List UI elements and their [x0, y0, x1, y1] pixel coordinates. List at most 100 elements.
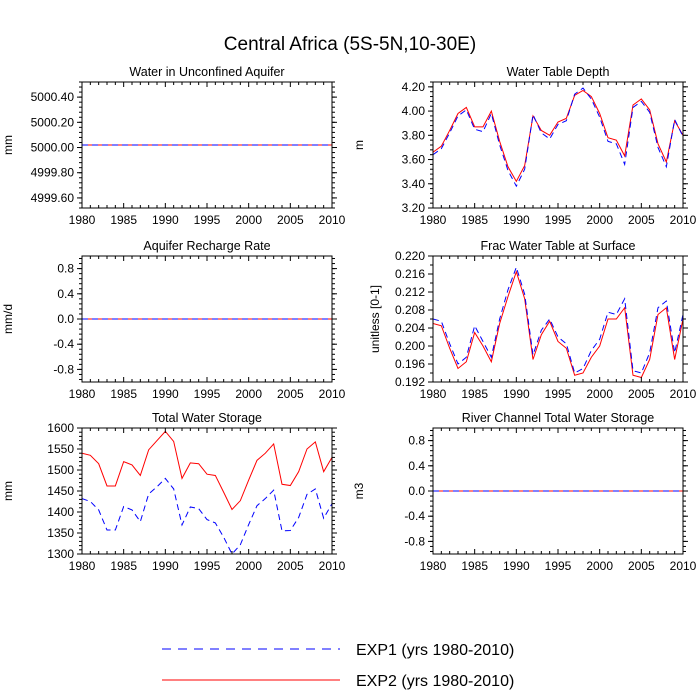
- panel-3: Aquifer Recharge Rate 1980 1985 1990 1995 200…: [1, 239, 346, 401]
- legend-label-exp1: EXP1 (yrs 1980-2010): [356, 642, 514, 659]
- panel-3-ytick-label: -0.8: [53, 362, 74, 376]
- panel-5-series-exp1-yrs-1980-2010: [82, 477, 332, 554]
- panel-1-xtick-label: 1980: [69, 213, 96, 227]
- panel-6-title: River Channel Total Water Storage: [462, 411, 655, 425]
- panel-5-xtick-label: 2000: [235, 559, 262, 573]
- panel-2-xtick-label: 2010: [670, 213, 697, 227]
- panel-4-xtick-label: 1985: [461, 387, 488, 401]
- panel-4-ytick-label: 0.192: [395, 375, 425, 389]
- panels: Water in Unconfined Aquifer 1980 1985 1990 1…: [1, 65, 697, 573]
- panel-5-xtick-label: 2010: [319, 559, 346, 573]
- panel-3-xtick-label: 1980: [69, 387, 96, 401]
- panel-4-title: Frac Water Table at Surface: [481, 239, 636, 253]
- legend-label-exp2: EXP2 (yrs 1980-2010): [356, 673, 514, 690]
- panel-6: River Channel Total Water Storage 1980 198…: [352, 411, 697, 573]
- figure-title: Central Africa (5S-5N,10-30E): [224, 34, 476, 55]
- legend-item-exp2: EXP2 (yrs 1980-2010): [162, 673, 514, 690]
- panel-5-ytick-label: 1400: [47, 505, 74, 519]
- panel-4-xtick-label: 1995: [545, 387, 572, 401]
- panel-1-xtick-label: 2005: [277, 213, 304, 227]
- panel-2-ytick-label: 3.20: [402, 201, 426, 215]
- panel-1-xtick-label: 1985: [110, 213, 137, 227]
- panel-4-series-exp1-yrs-1980-2010: [433, 265, 683, 374]
- panel-1-xtick-label: 1995: [194, 213, 221, 227]
- panel-6-xtick-label: 1980: [420, 559, 447, 573]
- panel-5-ytick-label: 1600: [47, 421, 74, 435]
- panel-2-ytick-label: 3.80: [402, 128, 426, 142]
- panel-2-xtick-label: 1990: [503, 213, 530, 227]
- panel-1-title: Water in Unconfined Aquifer: [129, 65, 284, 79]
- panel-1-ytick-label: 5000.40: [31, 90, 75, 104]
- panel-2-xtick-label: 1995: [545, 213, 572, 227]
- panel-6-xtick-label: 1990: [503, 559, 530, 573]
- panel-3-xtick-label: 1990: [152, 387, 179, 401]
- panel-2-series-exp2-yrs-1980-2010: [433, 89, 683, 183]
- panel-4-xtick-label: 2000: [586, 387, 613, 401]
- panel-3-xtick-label: 2010: [319, 387, 346, 401]
- panel-3-xtick-label: 1995: [194, 387, 221, 401]
- panel-6-xtick-label: 2010: [670, 559, 697, 573]
- panel-5-ytick-label: 1500: [47, 463, 74, 477]
- panel-4-xtick-label: 1980: [420, 387, 447, 401]
- panel-3-xtick-label: 1985: [110, 387, 137, 401]
- panel-6-ytick-label: 0.8: [408, 434, 425, 448]
- panel-1-xtick-label: 1990: [152, 213, 179, 227]
- panel-5-ylabel: mm: [1, 481, 15, 501]
- panel-4: Frac Water Table at Surface 1980 1985 1990 1…: [368, 239, 697, 401]
- panel-1: Water in Unconfined Aquifer 1980 1985 1990 1…: [1, 65, 346, 227]
- panel-4-ytick-label: 0.212: [395, 285, 425, 299]
- panel-3-xtick-label: 2000: [235, 387, 262, 401]
- panel-5-ytick-label: 1550: [47, 442, 74, 456]
- panel-2-xtick-label: 1985: [461, 213, 488, 227]
- panel-3-ylabel: mm/d: [1, 304, 15, 334]
- panel-4-frame: [432, 255, 684, 383]
- panel-2-frame: [432, 81, 684, 209]
- panel-2-title: Water Table Depth: [507, 65, 610, 79]
- panel-5: Total Water Storage 1980 1985 1990 1995 2000 2…: [1, 411, 346, 573]
- panel-6-xtick-label: 1985: [461, 559, 488, 573]
- panel-1-ytick-label: 4999.80: [31, 166, 75, 180]
- panel-6-xtick-label: 2005: [628, 559, 655, 573]
- panel-1-ytick-label: 4999.60: [31, 191, 75, 205]
- panel-4-ytick-label: 0.208: [395, 303, 425, 317]
- panel-3-xtick-label: 2005: [277, 387, 304, 401]
- panel-2-ytick-label: 4.00: [402, 104, 426, 118]
- panel-5-xtick-label: 1990: [152, 559, 179, 573]
- panel-6-ytick-label: -0.8: [404, 534, 425, 548]
- panel-6-ytick-label: -0.4: [404, 509, 425, 523]
- legend: EXP1 (yrs 1980-2010) EXP2 (yrs 1980-2010…: [162, 642, 514, 690]
- panel-5-xtick-label: 1980: [69, 559, 96, 573]
- panel-4-ytick-label: 0.216: [395, 267, 425, 281]
- panel-5-xtick-label: 1995: [194, 559, 221, 573]
- panel-2-xtick-label: 2005: [628, 213, 655, 227]
- panel-2-ytick-label: 3.60: [402, 153, 426, 167]
- panel-6-ytick-label: 0.4: [408, 459, 425, 473]
- panel-3-title: Aquifer Recharge Rate: [143, 239, 270, 253]
- panel-4-ytick-label: 0.220: [395, 249, 425, 263]
- panel-5-ytick-label: 1350: [47, 526, 74, 540]
- panel-6-ylabel: m3: [352, 482, 366, 499]
- panel-5-title: Total Water Storage: [152, 411, 262, 425]
- panel-4-ytick-label: 0.204: [395, 321, 425, 335]
- panel-6-xtick-label: 1995: [545, 559, 572, 573]
- panel-1-xtick-label: 2000: [235, 213, 262, 227]
- panel-4-xtick-label: 1990: [503, 387, 530, 401]
- panel-5-xtick-label: 1985: [110, 559, 137, 573]
- panel-2-xtick-label: 2000: [586, 213, 613, 227]
- panel-5-ytick-label: 1450: [47, 484, 74, 498]
- panel-4-series-exp2-yrs-1980-2010: [433, 270, 683, 379]
- panel-2-ytick-label: 3.40: [402, 177, 426, 191]
- panel-2: Water Table Depth 1980 1985 1990 1995 2000 200…: [352, 65, 697, 227]
- panel-4-xtick-label: 2010: [670, 387, 697, 401]
- panel-2-ylabel: m: [352, 140, 366, 150]
- panel-2-series-exp1-yrs-1980-2010: [433, 87, 683, 188]
- panel-5-frame: [81, 427, 333, 555]
- panel-2-ytick-label: 4.20: [402, 80, 426, 94]
- panel-4-ytick-label: 0.196: [395, 357, 425, 371]
- panel-4-ylabel: unitless [0-1]: [368, 285, 382, 353]
- panel-5-series-exp2-yrs-1980-2010: [82, 430, 332, 511]
- panel-1-ytick-label: 5000.00: [31, 141, 75, 155]
- panel-3-ytick-label: -0.4: [53, 337, 74, 351]
- panel-3-ytick-label: 0.8: [57, 262, 74, 276]
